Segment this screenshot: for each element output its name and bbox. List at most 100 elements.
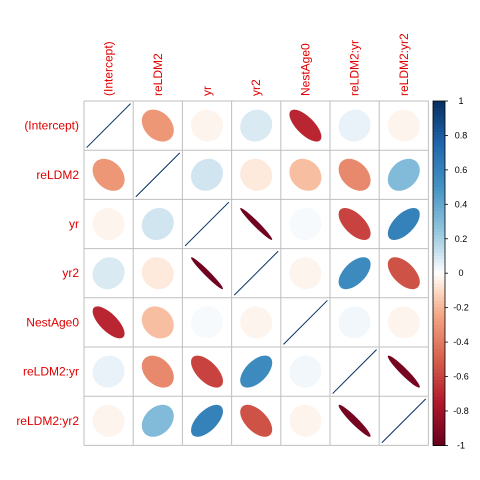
colorbar-segment (433, 231, 445, 236)
column-label: yr2 (249, 79, 263, 96)
ellipse-mark-4-6 (387, 306, 420, 339)
row-label: yr (69, 217, 79, 231)
diagonal-line-mark (135, 152, 181, 198)
colorbar-segment (433, 283, 445, 288)
colorbar-segment (433, 159, 445, 164)
colorbar-segment (433, 235, 445, 240)
colorbar-segment (433, 286, 445, 292)
diagonal-line-mark (381, 398, 427, 444)
colorbar-segment (433, 252, 445, 257)
colorbar-segment (433, 390, 445, 395)
colorbar-segment (433, 428, 445, 433)
ellipse-mark-1-5 (338, 158, 371, 191)
ellipse-mark-0-3 (240, 109, 273, 142)
colorbar-segment (433, 228, 445, 233)
colorbar-segment (433, 245, 445, 250)
ellipse-mark-5-6 (387, 355, 420, 388)
ellipse-mark-2-0 (92, 207, 125, 241)
row-label: (Intercept) (24, 119, 79, 133)
ellipse-mark-0-6 (387, 109, 420, 142)
colorbar-segment (433, 152, 445, 157)
colorbar-tick-label: -0.4 (453, 337, 469, 347)
colorbar-segment (433, 118, 445, 123)
colorbar-tick-label: 0.4 (455, 199, 468, 209)
colorbar-segment (433, 424, 445, 429)
row-label: reLDM2 (36, 168, 79, 182)
row-label: NestAge0 (26, 315, 79, 329)
column-label: reLDM2:yr2 (397, 33, 411, 96)
ellipse-mark-3-0 (92, 257, 125, 290)
colorbar-segment (433, 224, 445, 230)
ellipse-mark-5-1 (141, 355, 174, 388)
column-label: yr (200, 86, 214, 96)
colorbar-segment (433, 221, 445, 226)
colorbar-tick-label: -0.8 (453, 406, 469, 416)
colorbar-tick-label: -0.2 (453, 303, 469, 313)
ellipse-mark-6-3 (240, 404, 273, 437)
diagonal-line-mark (332, 349, 377, 394)
colorbar-segment (433, 255, 445, 261)
colorbar-segment (433, 366, 445, 371)
colorbar-segment (433, 128, 445, 133)
diagonal-line-mark (184, 201, 230, 247)
ellipse-mark-5-4 (289, 355, 322, 388)
colorbar-segment (433, 311, 445, 316)
ellipse-mark-1-0 (92, 158, 125, 191)
diagonal-line-mark (233, 250, 279, 296)
colorbar-tick-label: -0.6 (453, 372, 469, 382)
colorbar-segment (433, 104, 445, 109)
colorbar-segment (433, 338, 445, 343)
colorbar-segment (433, 138, 445, 143)
colorbar-segment (433, 331, 445, 336)
ellipse-mark-2-5 (338, 207, 371, 241)
colorbar-segment (433, 262, 445, 267)
column-label: (Intercept) (102, 41, 116, 96)
colorbar-segment (433, 400, 445, 405)
ellipse-mark-5-2 (190, 355, 224, 388)
ellipse-mark-4-2 (190, 306, 224, 339)
colorbar-segment (433, 142, 445, 147)
colorbar-segment (433, 135, 445, 140)
colorbar-segment (433, 214, 445, 219)
colorbar-segment (433, 417, 445, 422)
ellipse-mark-2-1 (141, 207, 174, 241)
colorbar-segment (433, 242, 445, 247)
colorbar-segment (433, 431, 445, 436)
ellipse-mark-1-3 (240, 158, 273, 191)
colorbar-segment (433, 355, 445, 360)
colorbar-segment (433, 101, 445, 106)
colorbar-segment (433, 111, 445, 116)
colorbar-segment (433, 204, 445, 209)
colorbar-segment (433, 162, 445, 168)
colorbar-segment (433, 131, 445, 137)
colorbar-segment (433, 307, 445, 312)
column-label: NestAge0 (298, 43, 312, 96)
colorbar-segment (433, 379, 445, 385)
colorbar-segment (433, 200, 445, 205)
colorbar-segment (433, 190, 445, 195)
colorbar-tick-label: 0.6 (455, 165, 468, 175)
colorbar-segment (433, 414, 445, 419)
colorbar-segment (433, 125, 445, 130)
colorbar-segment (433, 218, 445, 223)
colorbar-segment (433, 169, 445, 174)
colorbar-segment (433, 335, 445, 340)
colorbar-segment (433, 121, 445, 126)
colorbar-segment (433, 249, 445, 254)
colorbar-segment (433, 156, 445, 161)
colorbar-segment (433, 176, 445, 181)
colorbar-segment (433, 421, 445, 426)
ellipse-mark-0-5 (338, 109, 371, 142)
colorbar-tick-label: 0.8 (455, 130, 468, 140)
colorbar-segment (433, 348, 445, 354)
ellipse-mark-4-3 (240, 306, 273, 339)
colorbar-tick-label: 1 (458, 96, 463, 106)
colorbar-segment (433, 114, 445, 119)
colorbar-segment (433, 173, 445, 178)
ellipse-mark-0-4 (289, 109, 322, 142)
ellipse-mark-3-1 (141, 257, 174, 290)
colorbar-segment (433, 149, 445, 154)
colorbar-segment (433, 180, 445, 185)
ellipse-mark-0-2 (190, 109, 224, 142)
